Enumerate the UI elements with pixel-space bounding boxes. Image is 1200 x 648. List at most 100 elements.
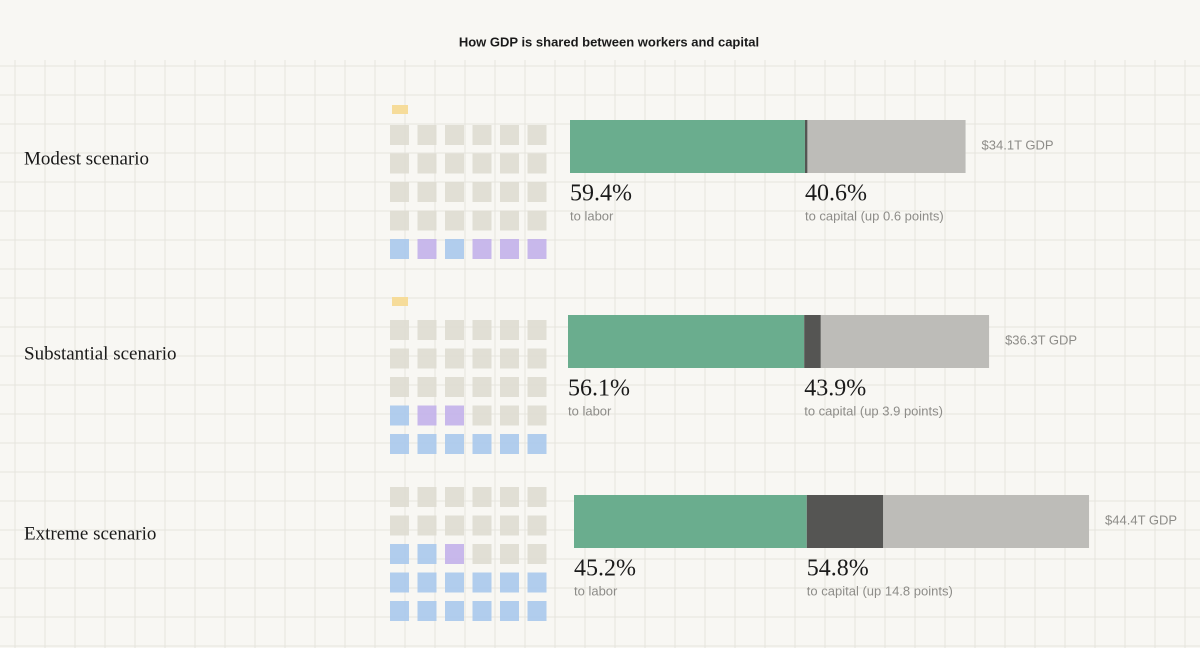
labor-bar <box>574 495 807 548</box>
waffle-cell <box>445 544 464 564</box>
waffle-cell <box>445 405 464 426</box>
gdp-label: $36.3T GDP <box>1005 332 1077 347</box>
waffle-cell <box>390 182 409 202</box>
waffle-marker <box>392 297 408 306</box>
labor-value: 45.2% <box>574 556 636 582</box>
gdp-label: $44.4T GDP <box>1105 512 1177 527</box>
waffle-cell <box>500 405 519 426</box>
gdp-label: $34.1T GDP <box>982 137 1054 152</box>
waffle-cell <box>417 239 437 259</box>
capital-value: 54.8% <box>807 556 869 582</box>
waffle-cell <box>417 377 437 397</box>
labor-bar <box>568 315 805 368</box>
waffle-cell <box>527 515 547 536</box>
waffle-cell <box>527 210 547 231</box>
waffle-cell <box>500 572 519 593</box>
waffle-cell <box>527 125 547 145</box>
waffle-cell <box>500 487 519 507</box>
waffle-cell <box>527 239 547 259</box>
waffle-cell <box>417 487 437 507</box>
waffle-cell <box>390 210 409 231</box>
capital-increase-bar <box>804 315 821 368</box>
waffle-cell <box>445 601 464 621</box>
waffle-cell <box>472 601 492 621</box>
labor-note: to labor <box>574 583 618 598</box>
waffle-cell <box>390 515 409 536</box>
waffle-cell <box>472 515 492 536</box>
waffle-cell <box>472 182 492 202</box>
waffle-cell <box>500 434 519 454</box>
waffle-cell <box>527 153 547 174</box>
waffle-cell <box>417 434 437 454</box>
waffle-cell <box>500 153 519 174</box>
waffle-cell <box>500 515 519 536</box>
waffle-cell <box>417 515 437 536</box>
waffle-cell <box>417 125 437 145</box>
waffle-cell <box>417 572 437 593</box>
waffle-cell <box>527 377 547 397</box>
waffle-cell <box>445 182 464 202</box>
waffle-cell <box>445 320 464 340</box>
waffle-cell <box>390 544 409 564</box>
waffle-cell <box>445 377 464 397</box>
waffle-cell <box>417 153 437 174</box>
waffle-cell <box>390 601 409 621</box>
waffle-cell <box>445 239 464 259</box>
waffle-cell <box>390 377 409 397</box>
waffle-marker <box>392 105 408 114</box>
scenario-label: Substantial scenario <box>24 343 177 364</box>
waffle-cell <box>472 320 492 340</box>
waffle-cell <box>500 377 519 397</box>
waffle-cell <box>417 405 437 426</box>
waffle-cell <box>527 544 547 564</box>
waffle-cell <box>390 239 409 259</box>
waffle-cell <box>527 405 547 426</box>
labor-value: 59.4% <box>570 181 632 207</box>
waffle-cell <box>472 348 492 369</box>
labor-note: to labor <box>568 403 612 418</box>
waffle-cell <box>500 210 519 231</box>
waffle-cell <box>390 487 409 507</box>
capital-increase-bar <box>804 120 808 173</box>
capital-increase-bar <box>806 495 884 548</box>
waffle-cell <box>500 601 519 621</box>
waffle-cell <box>390 320 409 340</box>
capital-note: to capital (up 0.6 points) <box>805 208 944 223</box>
capital-value: 43.9% <box>804 376 866 402</box>
waffle-cell <box>472 544 492 564</box>
waffle-cell <box>500 544 519 564</box>
waffle-cell <box>390 434 409 454</box>
waffle-cell <box>472 377 492 397</box>
waffle-cell <box>445 125 464 145</box>
labor-note: to labor <box>570 208 614 223</box>
waffle-cell <box>472 434 492 454</box>
waffle-cell <box>445 210 464 231</box>
waffle-cell <box>390 125 409 145</box>
waffle-cell <box>445 572 464 593</box>
waffle-cell <box>445 515 464 536</box>
capital-bar <box>804 120 966 173</box>
waffle-cell <box>417 348 437 369</box>
waffle-cell <box>500 348 519 369</box>
waffle-cell <box>500 182 519 202</box>
waffle-cell <box>417 320 437 340</box>
waffle-cell <box>417 544 437 564</box>
capital-note: to capital (up 3.9 points) <box>804 403 943 418</box>
waffle-cell <box>500 125 519 145</box>
waffle-cell <box>527 601 547 621</box>
capital-value: 40.6% <box>805 181 867 207</box>
waffle-cell <box>527 434 547 454</box>
waffle-cell <box>390 572 409 593</box>
labor-bar <box>570 120 805 173</box>
waffle-cell <box>417 601 437 621</box>
waffle-cell <box>500 320 519 340</box>
waffle-cell <box>390 348 409 369</box>
waffle-cell <box>527 348 547 369</box>
waffle-cell <box>445 153 464 174</box>
waffle-cell <box>472 153 492 174</box>
waffle-cell <box>527 320 547 340</box>
chart-title: How GDP is shared between workers and ca… <box>459 34 759 49</box>
scenario-label: Extreme scenario <box>24 523 156 544</box>
waffle-cell <box>445 487 464 507</box>
